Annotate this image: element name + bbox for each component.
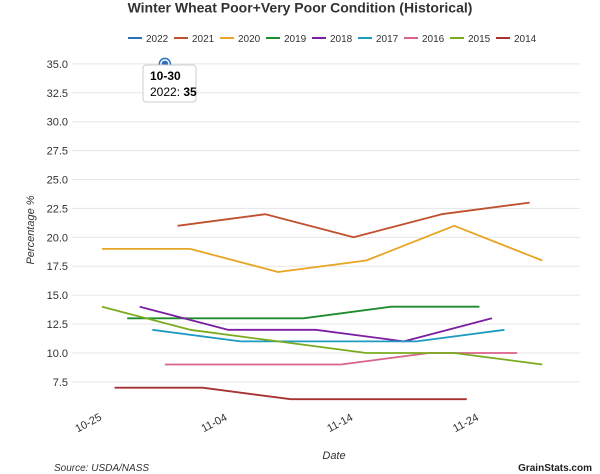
series-line-2020: [102, 224, 543, 273]
y-tick-label: 30.0: [47, 117, 68, 129]
y-tick-label: 20.0: [47, 232, 68, 244]
legend-label: 2022: [146, 34, 169, 45]
legend-item-2018[interactable]: 2018: [312, 34, 353, 45]
tooltip-box: [142, 64, 197, 103]
legend-item-2015[interactable]: 2015: [450, 34, 491, 45]
legend-label: 2019: [284, 34, 307, 45]
y-tick-label: 35.0: [47, 59, 68, 71]
x-tick-label: 11-04: [199, 412, 229, 435]
series-line-2014: [114, 386, 467, 401]
y-tick-label: 32.5: [47, 88, 68, 100]
y-tick-label: 27.5: [47, 146, 68, 158]
legend-item-2019[interactable]: 2019: [266, 34, 307, 45]
y-axis-ticks: 7.5 10.0 12.5 15.0 17.5 20.0 22.5 25.0 27.5 30.0 3…: [47, 59, 68, 389]
legend: 2022 2021 2020 2019 2018 2017 2016 2015 2014: [128, 34, 537, 45]
series-lines: [101, 57, 543, 401]
y-tick-label: 12.5: [47, 319, 68, 331]
legend-label: 2018: [330, 34, 353, 45]
legend-label: 2015: [468, 34, 491, 45]
tooltip-value-row: 2022: 35: [150, 85, 197, 99]
legend-label: 2021: [192, 34, 215, 45]
legend-label: 2014: [514, 34, 537, 45]
series-line-2018: [139, 305, 493, 343]
series-line-2021: [177, 201, 530, 239]
tooltip-value: 35: [183, 85, 197, 99]
y-tick-label: 10.0: [47, 348, 68, 360]
tooltip-series-label: 2022:: [150, 85, 183, 99]
series-line-2017: [152, 328, 505, 343]
legend-item-2020[interactable]: 2020: [220, 34, 261, 45]
source-note: Source: USDA/NASS: [54, 463, 149, 474]
brand-name: GrainStats.com: [518, 463, 592, 474]
legend-label: 2020: [238, 34, 261, 45]
y-tick-label: 22.5: [47, 203, 68, 215]
legend-item-2016[interactable]: 2016: [404, 34, 445, 45]
legend-label: 2016: [422, 34, 445, 45]
chart-title: Winter Wheat Poor+Very Poor Condition (H…: [128, 0, 473, 16]
y-tick-label: 7.5: [53, 377, 68, 389]
y-tick-label: 17.5: [47, 261, 68, 273]
series-line-2015: [101, 305, 543, 366]
legend-item-2021[interactable]: 2021: [174, 34, 215, 45]
y-tick-label: 25.0: [47, 175, 68, 187]
x-tick-label: 11-24: [451, 412, 481, 435]
y-axis-label: Percentage %: [25, 195, 37, 264]
x-axis-ticks: 10-25 11-04 11-14 11-24: [73, 411, 480, 435]
legend-item-2017[interactable]: 2017: [358, 34, 399, 45]
y-tick-label: 15.0: [47, 290, 68, 302]
legend-item-2014[interactable]: 2014: [496, 34, 537, 45]
legend-item-2022[interactable]: 2022: [128, 34, 169, 45]
gridlines: [72, 63, 580, 383]
tooltip-date: 10-30: [150, 69, 181, 83]
x-axis-label: Date: [322, 450, 345, 462]
x-tick-label: 11-14: [325, 412, 355, 435]
legend-label: 2017: [376, 34, 399, 45]
x-tick-label: 10-25: [73, 411, 103, 435]
tooltip: 10-30 2022: 35: [142, 64, 197, 103]
